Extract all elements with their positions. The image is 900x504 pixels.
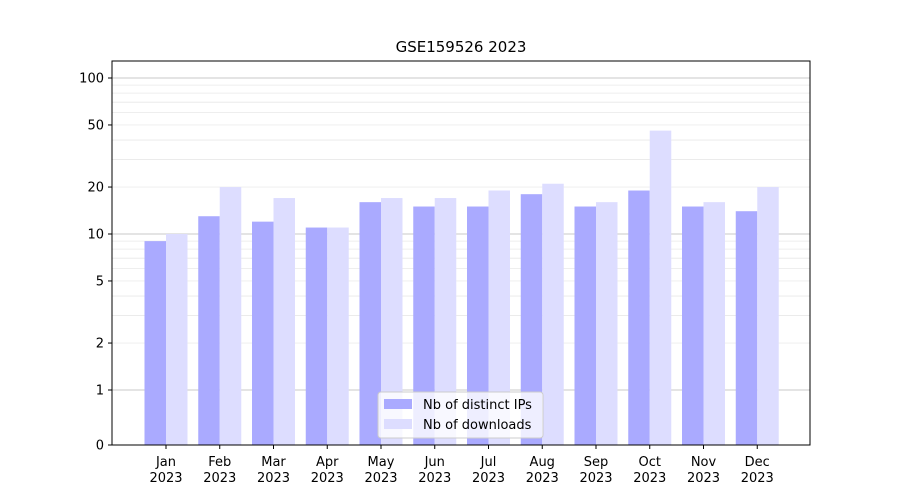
bar-downloads — [219, 187, 242, 446]
y-tick-label: 10 — [87, 228, 104, 243]
bar-downloads — [434, 198, 457, 445]
bar-distinct-ips — [413, 206, 435, 445]
bar-downloads — [649, 130, 672, 445]
y-tick-label: 0 — [96, 439, 104, 454]
bar-downloads — [757, 187, 779, 446]
x-tick-label-month: Sep — [584, 455, 609, 470]
x-tick-label-month: Oct — [639, 455, 661, 470]
y-tick-label: 50 — [87, 118, 104, 133]
legend-swatch — [384, 399, 412, 409]
x-tick-label-month: Jan — [155, 455, 176, 470]
x-tick-label-year: 2023 — [257, 471, 290, 486]
x-tick-label-month: Aug — [530, 455, 555, 470]
x-tick-label-year: 2023 — [472, 471, 505, 486]
x-tick-label-month: Jul — [480, 455, 497, 470]
bar-downloads — [488, 190, 510, 445]
bar-downloads — [327, 227, 349, 445]
x-tick-label-month: Apr — [316, 455, 339, 470]
x-tick-label-month: Nov — [691, 455, 717, 470]
bar-downloads — [703, 202, 725, 445]
bars-layer — [144, 130, 779, 446]
x-tick-label-month: Mar — [261, 455, 286, 470]
bar-distinct-ips — [735, 211, 758, 445]
x-tick-label-month: Feb — [208, 455, 231, 470]
bar-distinct-ips — [467, 206, 489, 445]
legend-label: Nb of downloads — [423, 418, 532, 433]
x-tick-label-year: 2023 — [203, 471, 236, 486]
bar-distinct-ips — [252, 221, 274, 445]
x-tick-label-year: 2023 — [579, 471, 612, 486]
x-tick-label-year: 2023 — [741, 471, 774, 486]
x-tick-label-year: 2023 — [526, 471, 559, 486]
bar-distinct-ips — [144, 241, 166, 445]
legend: Nb of distinct IPs Nb of downloads — [377, 391, 544, 439]
x-tick-label-month: May — [368, 455, 395, 470]
x-tick-label-year: 2023 — [687, 471, 720, 486]
x-tick-label-year: 2023 — [149, 471, 182, 486]
bar-distinct-ips — [305, 227, 328, 445]
y-tick-label: 20 — [87, 181, 104, 196]
x-tick-label-month: Jun — [424, 455, 445, 470]
bar-distinct-ips — [359, 202, 381, 445]
bar-downloads — [166, 234, 188, 445]
y-tick-label: 100 — [79, 72, 104, 87]
plot-frame — [111, 60, 811, 446]
bar-downloads — [381, 198, 403, 445]
x-tick-label-month: Dec — [745, 455, 770, 470]
bar-distinct-ips — [682, 206, 704, 445]
bar-downloads — [273, 198, 295, 445]
bar-downloads — [542, 183, 564, 445]
x-tick-label-year: 2023 — [418, 471, 451, 486]
legend-swatch — [384, 419, 412, 429]
bar-distinct-ips — [198, 216, 220, 445]
legend-box — [377, 391, 544, 439]
chart-title: GSE159526 2023 — [396, 38, 527, 56]
bar-downloads — [596, 202, 618, 445]
y-tick-label: 5 — [96, 274, 104, 289]
axis-layer: 0125102050100Jan2023Feb2023Mar2023Apr202… — [79, 72, 774, 487]
x-tick-label-year: 2023 — [311, 471, 344, 486]
bar-distinct-ips — [520, 194, 543, 445]
bar-distinct-ips — [628, 190, 650, 445]
y-tick-label: 1 — [96, 384, 104, 399]
legend-label: Nb of distinct IPs — [423, 398, 532, 413]
bar-distinct-ips — [574, 206, 596, 445]
y-tick-label: 2 — [96, 337, 104, 352]
x-tick-label-year: 2023 — [364, 471, 397, 486]
x-tick-label-year: 2023 — [633, 471, 666, 486]
